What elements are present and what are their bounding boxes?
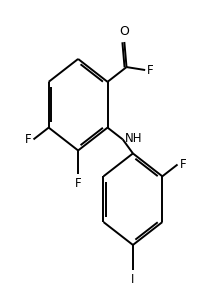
Text: I: I [131,273,135,286]
Text: F: F [147,63,154,77]
Text: NH: NH [125,132,142,145]
Text: F: F [75,177,81,190]
Text: F: F [25,133,32,146]
Text: F: F [180,158,186,171]
Text: O: O [119,25,129,38]
